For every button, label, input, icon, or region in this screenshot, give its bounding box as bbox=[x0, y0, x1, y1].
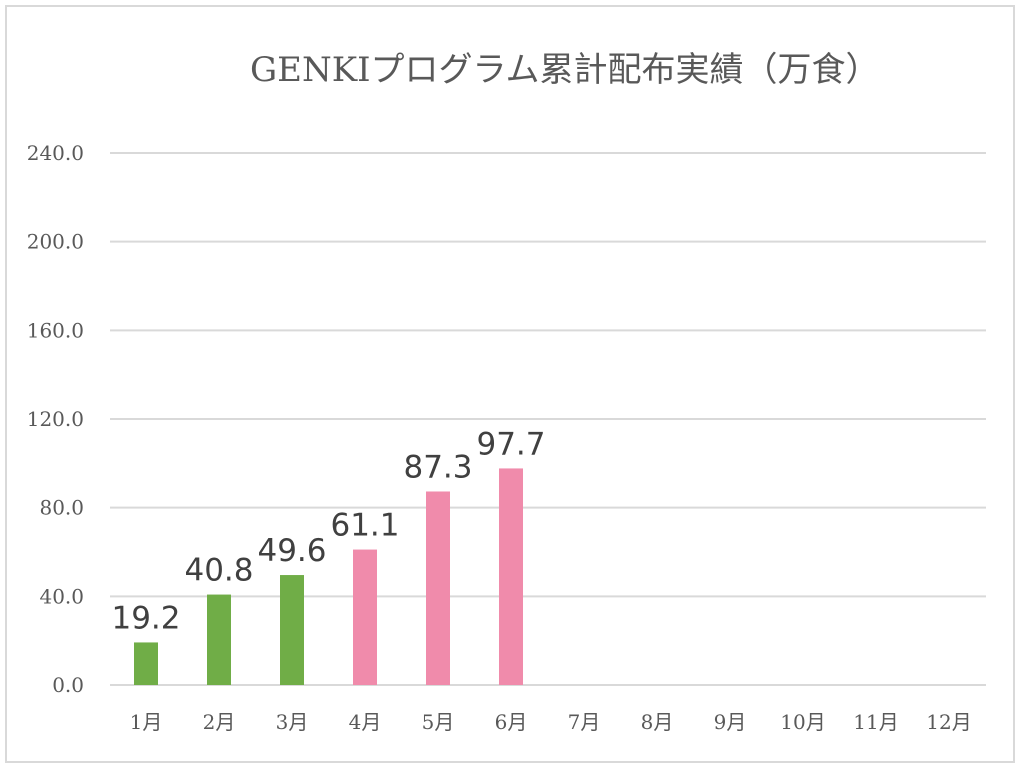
x-tick-label: 10月 bbox=[780, 710, 825, 734]
data-label: 61.1 bbox=[330, 508, 399, 544]
x-tick-label: 2月 bbox=[203, 710, 236, 734]
x-tick-label: 9月 bbox=[714, 710, 747, 734]
y-tick-label: 240.0 bbox=[27, 141, 84, 165]
x-tick-label: 8月 bbox=[641, 710, 674, 734]
bar bbox=[280, 575, 304, 685]
data-label: 87.3 bbox=[403, 449, 472, 485]
y-tick-label: 200.0 bbox=[27, 230, 84, 254]
y-tick-label: 80.0 bbox=[39, 496, 84, 520]
bar bbox=[207, 594, 231, 685]
x-tick-label: 11月 bbox=[853, 710, 898, 734]
y-tick-label: 40.0 bbox=[39, 584, 84, 608]
gridlines bbox=[110, 152, 986, 686]
x-tick-label: 12月 bbox=[926, 710, 971, 734]
y-axis-ticks: 0.0 40.0 80.0 120.0 160.0 200.0 240.0 bbox=[27, 141, 84, 697]
data-label: 49.6 bbox=[257, 533, 326, 569]
data-label: 19.2 bbox=[111, 600, 180, 636]
bar bbox=[353, 549, 377, 685]
x-tick-label: 3月 bbox=[276, 710, 309, 734]
data-label: 40.8 bbox=[184, 553, 253, 589]
data-labels: 19.240.849.661.187.397.7 bbox=[111, 426, 545, 636]
x-tick-label: 7月 bbox=[568, 710, 601, 734]
bar bbox=[426, 491, 450, 685]
x-tick-label: 5月 bbox=[422, 710, 455, 734]
y-tick-label: 120.0 bbox=[27, 407, 84, 431]
y-tick-label: 160.0 bbox=[27, 318, 84, 342]
x-tick-label: 1月 bbox=[130, 710, 163, 734]
bar bbox=[134, 642, 158, 685]
data-label: 97.7 bbox=[476, 426, 545, 462]
x-axis-ticks: 1月 2月 3月 4月 5月 6月 7月 8月 9月 10月 11月 12月 bbox=[130, 710, 972, 734]
bars bbox=[134, 468, 523, 685]
x-tick-label: 6月 bbox=[495, 710, 528, 734]
bar bbox=[499, 468, 523, 685]
y-tick-label: 0.0 bbox=[52, 673, 84, 697]
x-tick-label: 4月 bbox=[349, 710, 382, 734]
